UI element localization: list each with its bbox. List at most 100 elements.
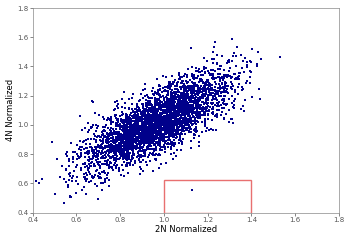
Point bbox=[215, 108, 221, 112]
Point bbox=[166, 128, 172, 132]
Point bbox=[69, 176, 75, 180]
Point bbox=[172, 141, 177, 145]
Point bbox=[155, 113, 161, 117]
Point bbox=[145, 120, 150, 124]
Point bbox=[187, 127, 193, 131]
Point bbox=[189, 91, 195, 95]
Point bbox=[192, 106, 197, 110]
Point bbox=[219, 82, 225, 86]
Point bbox=[214, 92, 219, 96]
Point bbox=[113, 157, 119, 161]
Point bbox=[175, 88, 180, 92]
Point bbox=[209, 111, 215, 114]
Point bbox=[144, 132, 150, 135]
Point bbox=[119, 152, 125, 156]
Point bbox=[217, 84, 223, 88]
Point bbox=[174, 109, 180, 113]
Point bbox=[180, 99, 185, 103]
Point bbox=[211, 96, 216, 100]
Point bbox=[68, 195, 74, 199]
Point bbox=[177, 109, 183, 113]
Point bbox=[128, 159, 134, 163]
Point bbox=[160, 108, 166, 112]
Point bbox=[160, 100, 165, 103]
Point bbox=[159, 129, 164, 133]
Point bbox=[130, 119, 135, 123]
Point bbox=[155, 114, 161, 118]
Point bbox=[172, 111, 178, 114]
Point bbox=[156, 102, 162, 106]
Point bbox=[147, 144, 153, 148]
Point bbox=[168, 120, 174, 124]
Point bbox=[166, 130, 171, 134]
Point bbox=[70, 157, 76, 161]
Point bbox=[185, 108, 191, 112]
Point bbox=[168, 94, 173, 97]
Point bbox=[154, 91, 159, 95]
Point bbox=[173, 111, 179, 114]
Point bbox=[157, 142, 163, 146]
Point bbox=[181, 91, 186, 95]
Point bbox=[135, 146, 141, 150]
Point bbox=[170, 80, 175, 84]
Point bbox=[181, 112, 187, 116]
Point bbox=[167, 85, 173, 89]
Point bbox=[150, 108, 156, 111]
Point bbox=[144, 115, 150, 119]
Point bbox=[153, 132, 159, 136]
Point bbox=[138, 145, 143, 149]
Point bbox=[164, 119, 170, 123]
Point bbox=[144, 137, 149, 140]
Point bbox=[174, 110, 179, 114]
Point bbox=[191, 132, 196, 136]
Point bbox=[123, 149, 129, 152]
Point bbox=[130, 134, 135, 138]
Point bbox=[149, 104, 154, 108]
Point bbox=[141, 126, 147, 130]
Point bbox=[139, 120, 145, 124]
Point bbox=[133, 160, 138, 163]
Point bbox=[89, 175, 95, 179]
Point bbox=[160, 115, 165, 119]
Point bbox=[224, 112, 229, 116]
Point bbox=[197, 96, 203, 100]
Point bbox=[166, 120, 172, 124]
Point bbox=[114, 136, 120, 140]
Point bbox=[197, 79, 202, 83]
Point bbox=[113, 150, 119, 154]
Point bbox=[125, 152, 131, 156]
Point bbox=[113, 145, 119, 149]
Point bbox=[222, 106, 227, 109]
Point bbox=[132, 160, 138, 164]
Point bbox=[152, 90, 158, 94]
Point bbox=[136, 142, 142, 146]
Point bbox=[160, 139, 166, 143]
Point bbox=[140, 126, 146, 130]
Point bbox=[127, 119, 132, 122]
Point bbox=[99, 142, 104, 145]
Point bbox=[130, 134, 135, 138]
Point bbox=[164, 103, 170, 107]
Point bbox=[171, 97, 176, 101]
Point bbox=[114, 122, 120, 126]
Point bbox=[129, 136, 134, 139]
Point bbox=[168, 80, 173, 84]
Point bbox=[114, 146, 119, 150]
Point bbox=[212, 69, 218, 73]
Point bbox=[137, 98, 143, 102]
Point bbox=[111, 156, 117, 160]
Point bbox=[142, 109, 148, 113]
Point bbox=[141, 131, 146, 135]
Point bbox=[168, 127, 174, 131]
Point bbox=[185, 121, 191, 125]
Point bbox=[165, 91, 170, 95]
Point bbox=[131, 144, 137, 148]
Point bbox=[123, 134, 128, 138]
Point bbox=[150, 119, 156, 122]
Point bbox=[156, 93, 162, 97]
Point bbox=[63, 180, 69, 184]
Point bbox=[196, 90, 201, 93]
Point bbox=[173, 141, 178, 145]
Point bbox=[178, 93, 184, 97]
Point bbox=[164, 107, 170, 111]
